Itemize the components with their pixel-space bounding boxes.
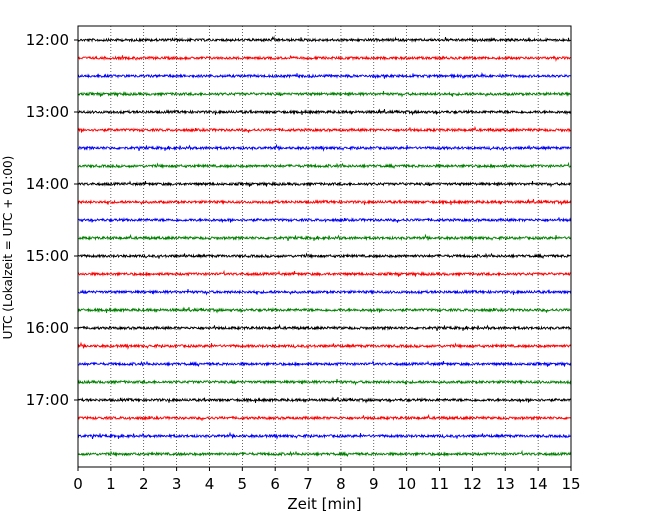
seismogram-traces bbox=[77, 35, 572, 458]
y-axis-ticks: 12:00 13:00 14:00 15:00 16:00 17:00 bbox=[26, 31, 78, 409]
trace-line bbox=[77, 449, 572, 458]
trace-line bbox=[77, 125, 572, 133]
x-tick-label: 6 bbox=[270, 475, 280, 493]
trace-line bbox=[77, 396, 572, 404]
x-tick-label: 8 bbox=[336, 475, 346, 493]
x-tick-label: 13 bbox=[496, 475, 515, 493]
y-tick-label: 14:00 bbox=[26, 175, 69, 193]
trace-line bbox=[77, 289, 572, 296]
trace-line bbox=[77, 35, 572, 43]
trace-line bbox=[77, 198, 572, 206]
x-tick-label: 1 bbox=[106, 475, 116, 493]
x-tick-label: 4 bbox=[205, 475, 215, 493]
trace-line bbox=[77, 217, 572, 224]
trace-line bbox=[77, 233, 572, 242]
y-tick-label: 17:00 bbox=[26, 391, 69, 409]
x-tick-label: 15 bbox=[561, 475, 580, 493]
trace-line bbox=[77, 71, 572, 80]
x-tick-label: 9 bbox=[369, 475, 379, 493]
y-tick-label: 13:00 bbox=[26, 103, 69, 121]
trace-line bbox=[77, 252, 572, 260]
trace-line bbox=[77, 269, 572, 277]
y-tick-label: 15:00 bbox=[26, 247, 69, 265]
x-tick-label: 0 bbox=[73, 475, 83, 493]
trace-line bbox=[77, 108, 572, 116]
trace-line bbox=[77, 143, 572, 152]
trace-line bbox=[77, 413, 572, 421]
x-tick-label: 12 bbox=[463, 475, 482, 493]
trace-line bbox=[77, 180, 572, 188]
x-axis-ticks: 0 1 2 3 4 5 6 7 8 9 10 11 12 13 14 15 bbox=[73, 467, 581, 493]
y-tick-label: 16:00 bbox=[26, 319, 69, 337]
trace-line bbox=[77, 306, 572, 314]
x-tick-label: 14 bbox=[529, 475, 548, 493]
y-axis-label: UTC (Lokalzeit = UTC + 01:00) bbox=[1, 156, 15, 340]
plot-frame bbox=[77, 25, 572, 468]
trace-line bbox=[77, 161, 572, 170]
x-axis-label: Zeit [min] bbox=[287, 495, 361, 513]
x-tick-label: 10 bbox=[397, 475, 416, 493]
y-tick-label: 12:00 bbox=[26, 31, 69, 49]
trace-line bbox=[77, 341, 572, 350]
x-tick-label: 7 bbox=[303, 475, 313, 493]
x-tick-label: 2 bbox=[139, 475, 149, 493]
trace-line bbox=[77, 431, 572, 440]
x-tick-label: 11 bbox=[430, 475, 449, 493]
trace-line bbox=[77, 379, 572, 386]
trace-line bbox=[77, 323, 572, 332]
x-tick-label: 5 bbox=[238, 475, 248, 493]
x-tick-label: 3 bbox=[172, 475, 182, 493]
trace-line bbox=[77, 91, 572, 98]
trace-line bbox=[77, 359, 572, 368]
trace-line bbox=[77, 55, 572, 63]
